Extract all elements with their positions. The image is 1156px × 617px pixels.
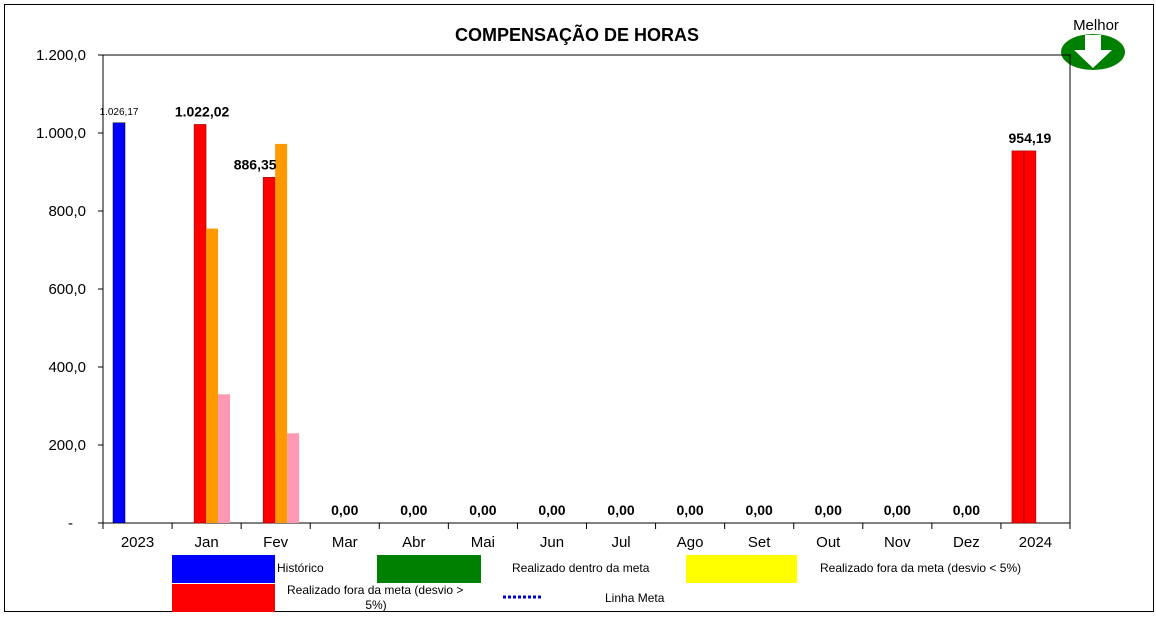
data-label: 0,00	[815, 502, 842, 518]
y-tick-label: -	[68, 515, 73, 532]
legend-swatch	[377, 555, 481, 583]
y-tick-label: 800,0	[48, 203, 86, 220]
x-tick-label: Mar	[332, 534, 358, 551]
x-tick-label: Jul	[611, 534, 630, 551]
legend-label: Linha Meta	[605, 591, 665, 605]
legend-swatch	[686, 555, 797, 583]
data-label: 886,35	[234, 156, 277, 172]
y-tick-label: 1.200,0	[36, 47, 86, 64]
plot-border	[102, 54, 1071, 524]
x-tick-label: Fev	[263, 534, 289, 551]
legend-label: Histórico	[277, 561, 324, 575]
data-label: 0,00	[953, 502, 980, 518]
y-tick-label: 600,0	[48, 281, 86, 298]
data-label: 0,00	[607, 502, 634, 518]
bar-orange	[275, 143, 288, 524]
data-label: 0,00	[746, 502, 773, 518]
legend-label: Realizado fora da meta (desvio >	[287, 583, 463, 597]
data-label: 0,00	[884, 502, 911, 518]
bar-historico	[112, 122, 126, 524]
legend-label: Realizado dentro da meta	[512, 561, 650, 575]
x-tick-label: Dez	[953, 534, 980, 551]
arrow-down-icon	[1061, 34, 1125, 70]
chart-title: COMPENSAÇÃO DE HORAS	[455, 24, 699, 45]
better-direction-label: Melhor	[1073, 17, 1119, 34]
y-tick-label: 1.000,0	[36, 125, 86, 142]
chart-frame	[4, 4, 1154, 612]
y-tick-label: 400,0	[48, 359, 86, 376]
x-tick-label: Abr	[402, 534, 425, 551]
data-label: 1.022,02	[175, 103, 230, 119]
bar-pink	[218, 394, 231, 523]
x-tick-label: Jan	[195, 534, 219, 551]
x-tick-label: Out	[816, 534, 841, 551]
bar-pink	[287, 433, 300, 523]
bar-realizado	[262, 177, 276, 524]
x-tick-label: 2023	[121, 534, 154, 551]
data-label: 0,00	[400, 502, 427, 518]
data-label: 954,19	[1009, 130, 1052, 146]
data-label: 0,00	[538, 502, 565, 518]
y-tick-label: 200,0	[48, 437, 86, 454]
legend-label-continued: 5%)	[365, 598, 386, 612]
x-tick-label: Nov	[884, 534, 911, 551]
plot-area: - 200,0 400,0 600,0 800,0 1.000,0 1.200,0 2023 J…	[36, 47, 1071, 551]
bar-orange	[206, 228, 219, 524]
bar-realizado	[193, 124, 207, 524]
x-tick-label: Jun	[540, 534, 564, 551]
data-label: 0,00	[676, 502, 703, 518]
legend-swatch	[172, 555, 275, 583]
data-label: 1.026,17	[100, 107, 139, 118]
legend-swatch	[172, 584, 275, 612]
x-tick-label: Ago	[677, 534, 704, 551]
x-tick-label: Set	[748, 534, 771, 551]
x-tick-label: 2024	[1019, 534, 1052, 551]
x-tick-label: Mai	[471, 534, 495, 551]
data-label: 0,00	[469, 502, 496, 518]
data-label: 0,00	[331, 502, 358, 518]
legend-label: Realizado fora da meta (desvio < 5%)	[820, 561, 1021, 575]
legend: Histórico Realizado dentro da meta Realiza…	[172, 555, 1021, 612]
